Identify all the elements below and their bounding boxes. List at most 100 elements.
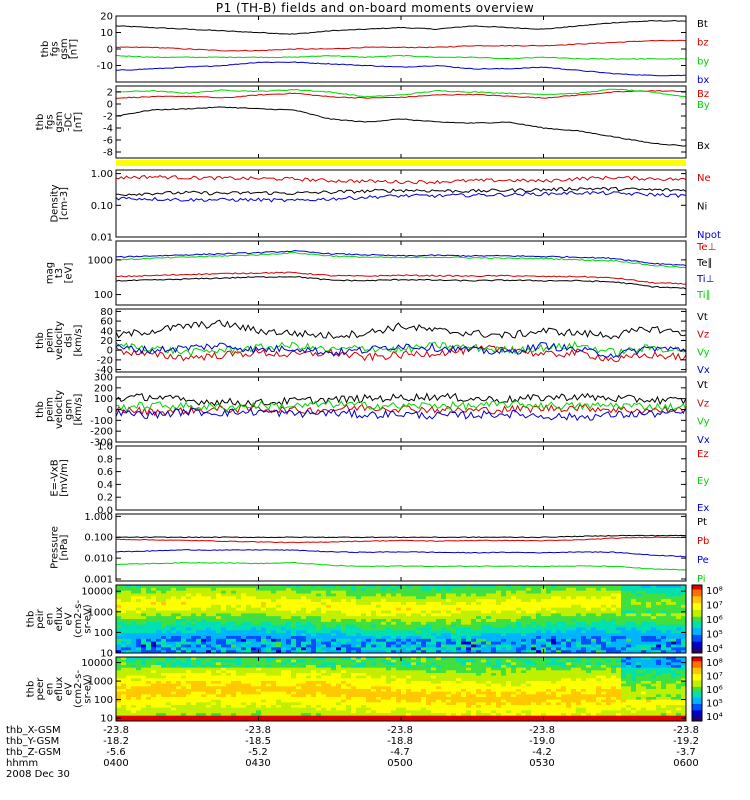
- spectrogram-cell: [206, 647, 212, 651]
- spectrogram-cell: [166, 621, 172, 626]
- spectrogram-cell: [466, 681, 472, 685]
- spectrogram-cell: [516, 644, 522, 648]
- spectrogram-cell: [351, 633, 357, 637]
- spectrogram-cell: [446, 718, 452, 722]
- spectrogram-cell: [436, 675, 442, 679]
- spectrogram-cell: [346, 678, 352, 682]
- spectrogram-cell: [476, 599, 482, 603]
- spectrogram-cell: [201, 686, 207, 690]
- spectrogram-cell: [121, 610, 127, 614]
- panel-frame: [115, 240, 687, 306]
- spectrogram-cell: [321, 633, 327, 637]
- spectrogram-cell: [376, 713, 382, 717]
- spectrogram-cell: [511, 610, 517, 614]
- spectrogram-cell: [436, 610, 442, 614]
- spectrogram-cell: [251, 691, 257, 695]
- spectrogram-cell: [496, 713, 502, 717]
- spectrogram-cell: [396, 675, 402, 679]
- spectrogram-cell: [356, 596, 362, 600]
- spectrogram-cell: [181, 707, 187, 711]
- spectrogram-cell: [196, 665, 202, 669]
- spectrogram-cell: [181, 710, 187, 714]
- spectrogram-cell: [166, 713, 172, 717]
- spectrogram-cell: [291, 667, 297, 671]
- spectrogram-cell: [436, 590, 442, 594]
- spectrogram-cell: [151, 587, 157, 592]
- spectrogram-cell: [371, 638, 377, 643]
- spectrogram-cell: [616, 621, 622, 626]
- spectrogram-cell: [426, 694, 432, 698]
- spectrogram-cell: [431, 638, 437, 643]
- spectrogram-cell: [236, 718, 242, 722]
- spectrogram-cell: [266, 602, 272, 606]
- spectrogram-cell: [261, 697, 267, 701]
- spectrogram-cell: [581, 607, 587, 611]
- spectrogram-cell: [381, 705, 387, 709]
- spectrogram-cell: [561, 613, 567, 617]
- spectrogram-cell: [366, 697, 372, 701]
- spectrogram-cell: [116, 691, 122, 695]
- y-axis-label: (cm2-s-: [73, 600, 84, 638]
- spectrogram-cell: [251, 699, 257, 703]
- spectrogram-cell: [346, 593, 352, 597]
- spectrogram-cell: [406, 691, 412, 695]
- spectrogram-cell: [401, 636, 407, 640]
- spectrogram-cell: [366, 675, 372, 679]
- spectrogram-cell: [256, 673, 262, 677]
- spectrogram-cell: [411, 627, 417, 631]
- spectrogram-cell: [671, 630, 677, 634]
- spectrogram-cell: [411, 604, 417, 609]
- spectrogram-cell: [281, 686, 287, 690]
- spectrogram-cell: [221, 673, 227, 677]
- spectrogram-cell: [311, 599, 317, 603]
- y-tick-label: -40: [97, 365, 113, 376]
- spectrogram-cell: [436, 641, 442, 645]
- spectrogram-cell: [446, 686, 452, 690]
- spectrogram-cell: [676, 624, 682, 628]
- spectrogram-cell: [356, 702, 362, 706]
- spectrogram-cell: [381, 627, 387, 631]
- spectrogram-cell: [326, 624, 332, 628]
- spectrogram-cell: [551, 604, 557, 609]
- spectrogram-cell: [331, 686, 337, 690]
- spectrogram-cell: [286, 713, 292, 717]
- spectrogram-cell: [661, 593, 667, 597]
- spectrogram-cell: [361, 689, 367, 693]
- spectrogram-cell: [626, 590, 632, 594]
- spectrogram-cell: [316, 636, 322, 640]
- spectrogram-cell: [351, 707, 357, 711]
- spectrogram-cell: [561, 587, 567, 592]
- spectrogram-cell: [401, 686, 407, 690]
- spectrogram-cell: [396, 659, 402, 663]
- spectrogram-cell: [396, 713, 402, 717]
- spectrogram-cell: [136, 638, 142, 643]
- spectrogram-cell: [511, 587, 517, 592]
- spectrogram-cell: [266, 613, 272, 617]
- spectrogram-cell: [596, 610, 602, 614]
- spectrogram-cell: [496, 604, 502, 609]
- spectrogram-cell: [431, 604, 437, 609]
- spectrogram-cell: [121, 702, 127, 706]
- spectrogram-cell: [421, 702, 427, 706]
- spectrogram-cell: [246, 659, 252, 663]
- spectrogram-cell: [181, 585, 187, 589]
- spectrogram-cell: [681, 602, 687, 606]
- spectrogram-cell: [621, 596, 627, 600]
- spectrogram-cell: [456, 627, 462, 631]
- spectrogram-cell: [591, 607, 597, 611]
- spectrogram-cell: [481, 670, 487, 674]
- spectrogram-cell: [236, 665, 242, 669]
- spectrogram-cell: [501, 610, 507, 614]
- spectrogram-cell: [681, 587, 687, 592]
- spectrogram-cell: [186, 633, 192, 637]
- spectrogram-cell: [581, 602, 587, 606]
- spectrogram-cell: [301, 593, 307, 597]
- spectrogram-cell: [186, 662, 192, 666]
- spectrogram-cell: [636, 590, 642, 594]
- spectrogram-cell: [356, 650, 362, 654]
- spectrogram-cell: [301, 641, 307, 645]
- spectrogram-cell: [261, 616, 267, 620]
- spectrogram-cell: [481, 596, 487, 600]
- spectrogram-cell: [626, 602, 632, 606]
- spectrogram-cell: [301, 694, 307, 698]
